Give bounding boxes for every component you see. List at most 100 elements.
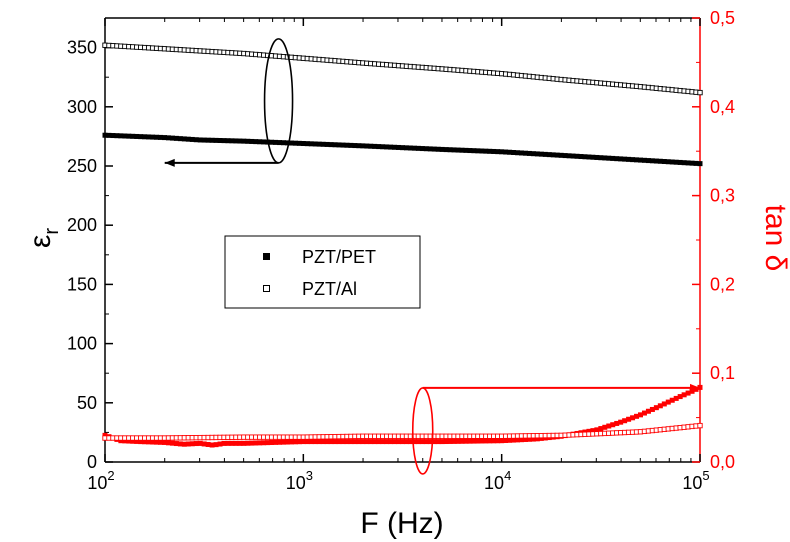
data-point	[380, 439, 386, 445]
y-left-tick-label: 0	[87, 452, 97, 472]
data-point	[300, 439, 306, 445]
data-point	[110, 133, 116, 139]
y-left-tick-label: 150	[67, 274, 97, 294]
x-tick-label: 105	[682, 468, 709, 493]
data-point	[320, 439, 326, 445]
data-point	[368, 439, 374, 445]
data-point	[626, 156, 632, 162]
data-point	[618, 156, 624, 162]
data-point	[253, 440, 259, 446]
data-point	[403, 145, 409, 151]
data-point	[641, 410, 647, 416]
data-point	[336, 142, 342, 148]
data-point	[415, 145, 421, 151]
legend: PZT/PET PZT/Al	[224, 235, 421, 309]
data-point	[491, 148, 497, 154]
data-point	[419, 439, 425, 445]
data-point	[193, 137, 199, 143]
data-point	[241, 440, 247, 446]
data-point	[657, 158, 663, 164]
data-point	[538, 435, 544, 441]
x-tick-label: 102	[87, 468, 114, 493]
data-point	[661, 401, 667, 407]
data-point	[281, 439, 286, 445]
data-point	[245, 440, 251, 446]
data-point	[455, 438, 461, 444]
data-point	[372, 439, 378, 445]
data-point	[431, 146, 437, 152]
data-point	[122, 438, 128, 444]
data-point	[106, 132, 112, 138]
y-right-tick-label: 0,3	[710, 186, 735, 206]
data-point	[602, 155, 608, 161]
series-0	[102, 42, 703, 96]
data-point	[499, 149, 505, 155]
data-point	[304, 439, 310, 445]
y-left-tick-label: 100	[67, 334, 97, 354]
data-point	[273, 139, 279, 145]
data-point	[483, 438, 489, 444]
data-point	[534, 436, 540, 442]
data-point	[677, 159, 683, 165]
data-point	[173, 135, 179, 141]
data-point	[407, 439, 413, 445]
data-point	[431, 439, 437, 445]
data-point	[447, 438, 453, 444]
x-tick-label: 104	[484, 468, 511, 493]
data-point	[328, 142, 334, 148]
data-point	[534, 151, 540, 157]
data-point	[586, 154, 592, 160]
data-point	[606, 155, 612, 161]
data-point	[138, 439, 144, 445]
data-point	[162, 135, 167, 141]
y-right-tick-label: 0,2	[710, 274, 735, 294]
data-point	[638, 157, 643, 163]
data-point	[614, 420, 620, 426]
data-point	[229, 440, 235, 446]
data-point	[380, 144, 386, 150]
data-point	[150, 134, 156, 140]
data-point	[697, 89, 703, 96]
data-point	[495, 438, 501, 444]
data-point	[364, 143, 370, 149]
x-axis-title: F (Hz)	[360, 507, 443, 540]
data-point	[118, 438, 124, 444]
data-point	[126, 438, 132, 444]
series-2	[102, 384, 703, 448]
data-point	[150, 439, 156, 445]
data-point	[376, 439, 382, 445]
data-point	[292, 140, 298, 146]
data-point	[201, 441, 207, 447]
data-point	[193, 441, 199, 447]
data-point	[443, 439, 449, 445]
data-point	[598, 426, 604, 432]
data-point	[237, 138, 243, 144]
data-point	[368, 143, 374, 149]
data-point	[471, 438, 477, 444]
data-point	[673, 395, 679, 401]
data-point	[336, 439, 342, 445]
y-right-tick-label: 0,1	[710, 363, 735, 383]
data-point	[344, 439, 350, 445]
data-point	[158, 439, 164, 445]
data-point	[673, 159, 679, 165]
data-point	[522, 436, 528, 442]
data-point	[526, 436, 532, 442]
data-point	[312, 141, 318, 147]
data-point	[352, 143, 358, 149]
data-point	[320, 141, 326, 147]
data-point	[475, 148, 481, 154]
data-point	[558, 152, 564, 158]
data-point	[261, 139, 267, 145]
data-point	[154, 439, 160, 445]
data-point	[467, 438, 473, 444]
data-point	[415, 439, 421, 445]
data-point	[269, 439, 275, 445]
data-point	[181, 136, 187, 142]
data-point	[634, 157, 640, 163]
data-point	[459, 147, 465, 153]
series-3	[102, 422, 703, 441]
data-point	[154, 134, 160, 140]
data-point	[197, 137, 203, 143]
data-point	[487, 438, 493, 444]
